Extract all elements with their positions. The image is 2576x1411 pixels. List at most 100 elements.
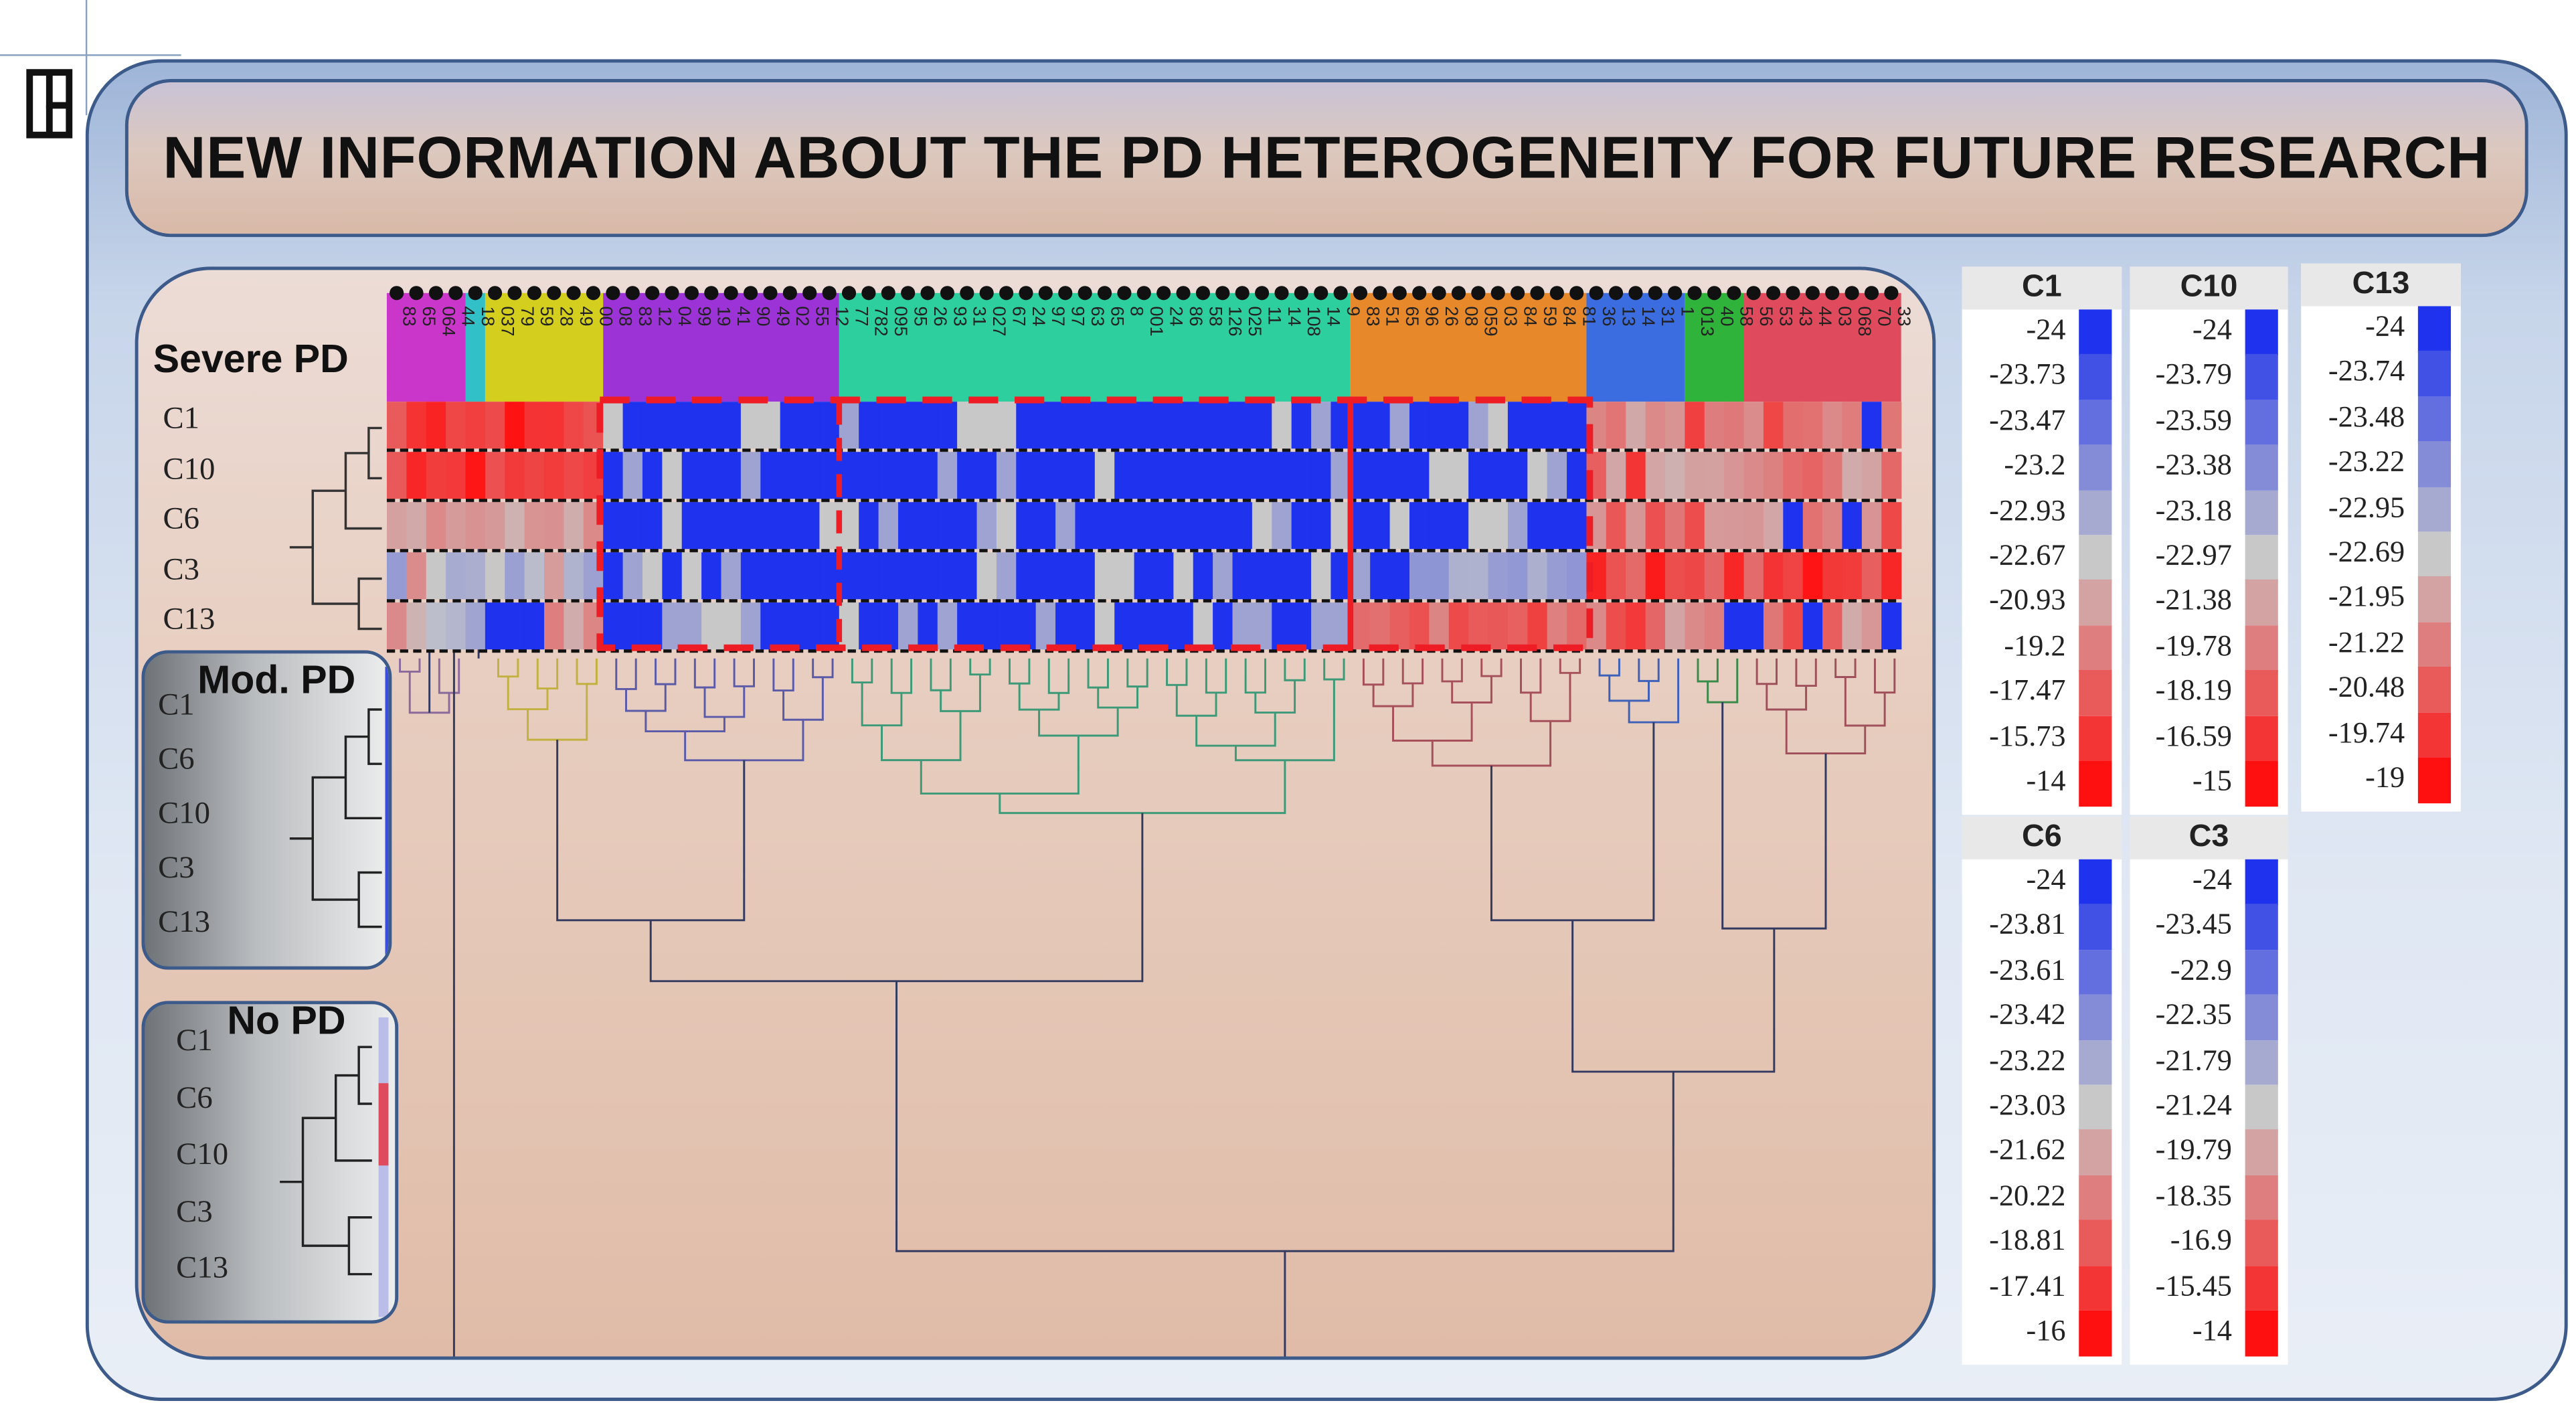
heatmap-cell [918,602,938,650]
heatmap-cell [1213,552,1233,600]
heatmap-cell [1134,402,1154,449]
sample-label: 14 [1284,306,1304,326]
column-dot [763,286,778,301]
column-dot [1628,286,1643,301]
heatmap-cell [1272,602,1292,650]
row-dendrogram-link [311,776,359,901]
heatmap-cell [721,502,742,550]
column-dot [1707,286,1722,301]
heatmap-cell [878,602,899,650]
sample-label: 86 [1186,306,1206,326]
column-dot [1884,286,1899,301]
heatmap-cell [681,602,702,650]
heatmap-cell [1016,402,1037,449]
heatmap-cell [1724,402,1745,449]
heatmap-cell [957,552,978,600]
heatmap-cell [1232,502,1253,550]
heatmap-cell [1822,402,1843,449]
legend-value: -16.59 [2155,718,2232,752]
column-dot [1314,286,1328,301]
legend-swatch [2245,1310,2278,1357]
column-dot [586,286,601,301]
heatmap-cell [878,552,899,600]
column-dot [1648,286,1662,301]
legend-swatch [2245,994,2278,1041]
heatmap-cell [1016,502,1037,550]
heatmap-cell [1527,402,1548,449]
heatmap-cell [446,452,466,499]
heatmap-cell [721,602,742,650]
heatmap-cell [1075,502,1096,550]
sample-label: 56 [1756,306,1776,326]
legend-value: -23.38 [2155,448,2232,481]
heatmap-cell [465,452,486,499]
heatmap-cell [1134,552,1154,600]
sample-label: 41 [734,306,754,326]
heatmap-cell [426,402,446,449]
legend-value: -23.48 [2328,400,2405,433]
heatmap-cell [1350,402,1371,449]
heatmap-cell [1055,552,1076,600]
heatmap-cell [976,402,997,449]
heatmap-cell [996,552,1017,600]
heatmap-cell [465,552,486,600]
heatmap-cell [1114,502,1135,550]
sample-label: 53 [1776,306,1796,326]
sample-label: 19 [714,306,734,326]
heatmap-cell [544,552,565,600]
legend-swatch [2079,1265,2112,1311]
dendrogram-link [615,658,637,690]
heatmap-cell [524,552,545,600]
row-dendrogram-link [357,871,382,928]
heatmap-cell [1783,452,1804,499]
heatmap-cell [1134,602,1154,650]
sample-label: 84 [1559,306,1579,326]
dendrogram-link [1175,685,1217,717]
heatmap-cell [839,402,859,449]
legend-value: -14 [2026,764,2066,797]
heatmap-cell [1547,602,1567,650]
highlight-box-dashed [596,396,1594,651]
dendrogram-link [1529,673,1571,722]
heatmap-cell [1685,452,1705,499]
heatmap-cell [1842,602,1863,650]
sample-label: 8 [1127,306,1147,316]
sample-label: 095 [891,306,911,336]
row-label-c10: C10 [176,1137,229,1173]
heatmap-cell [701,602,722,650]
legend-swatch [2417,576,2452,623]
legend-value: -22.35 [2155,997,2232,1031]
heatmap-cell [1153,452,1175,499]
heatmap-cell [622,452,643,499]
column-dot [1294,286,1308,301]
legend-value: -19.79 [2155,1133,2232,1167]
heatmap-cell [701,402,722,449]
row-label-c1: C1 [163,402,200,436]
legend-swatch [2079,1130,2112,1176]
heatmap-cell [1468,602,1489,650]
heatmap-cell [1664,552,1686,600]
heatmap-cell [1035,602,1056,650]
dendrogram-link [1785,710,1867,755]
heatmap-cell [622,602,643,650]
sample-label: 40 [1717,306,1737,326]
legend-value: -20.93 [1989,583,2066,616]
heatmap-cell [937,552,958,600]
row-label-c6: C6 [176,1080,213,1116]
heatmap-cell [662,502,683,550]
journal-logo-icon [26,69,73,139]
heatmap-cell [1291,452,1312,499]
legend-value: -20.48 [2328,670,2405,703]
heatmap-cell [1802,502,1823,550]
legend-swatch [2245,309,2278,355]
heatmap-cell [1035,502,1056,550]
heatmap-cell [1507,602,1529,650]
heatmap-cell [1094,552,1115,600]
heatmap-cell [1193,402,1213,449]
sample-label: 126 [1225,306,1246,336]
heatmap-cell [1507,502,1529,550]
heatmap-cell [1311,552,1332,600]
sample-label: 28 [557,306,577,326]
heatmap-cell [642,402,663,449]
dendrogram-link [1834,658,1857,678]
